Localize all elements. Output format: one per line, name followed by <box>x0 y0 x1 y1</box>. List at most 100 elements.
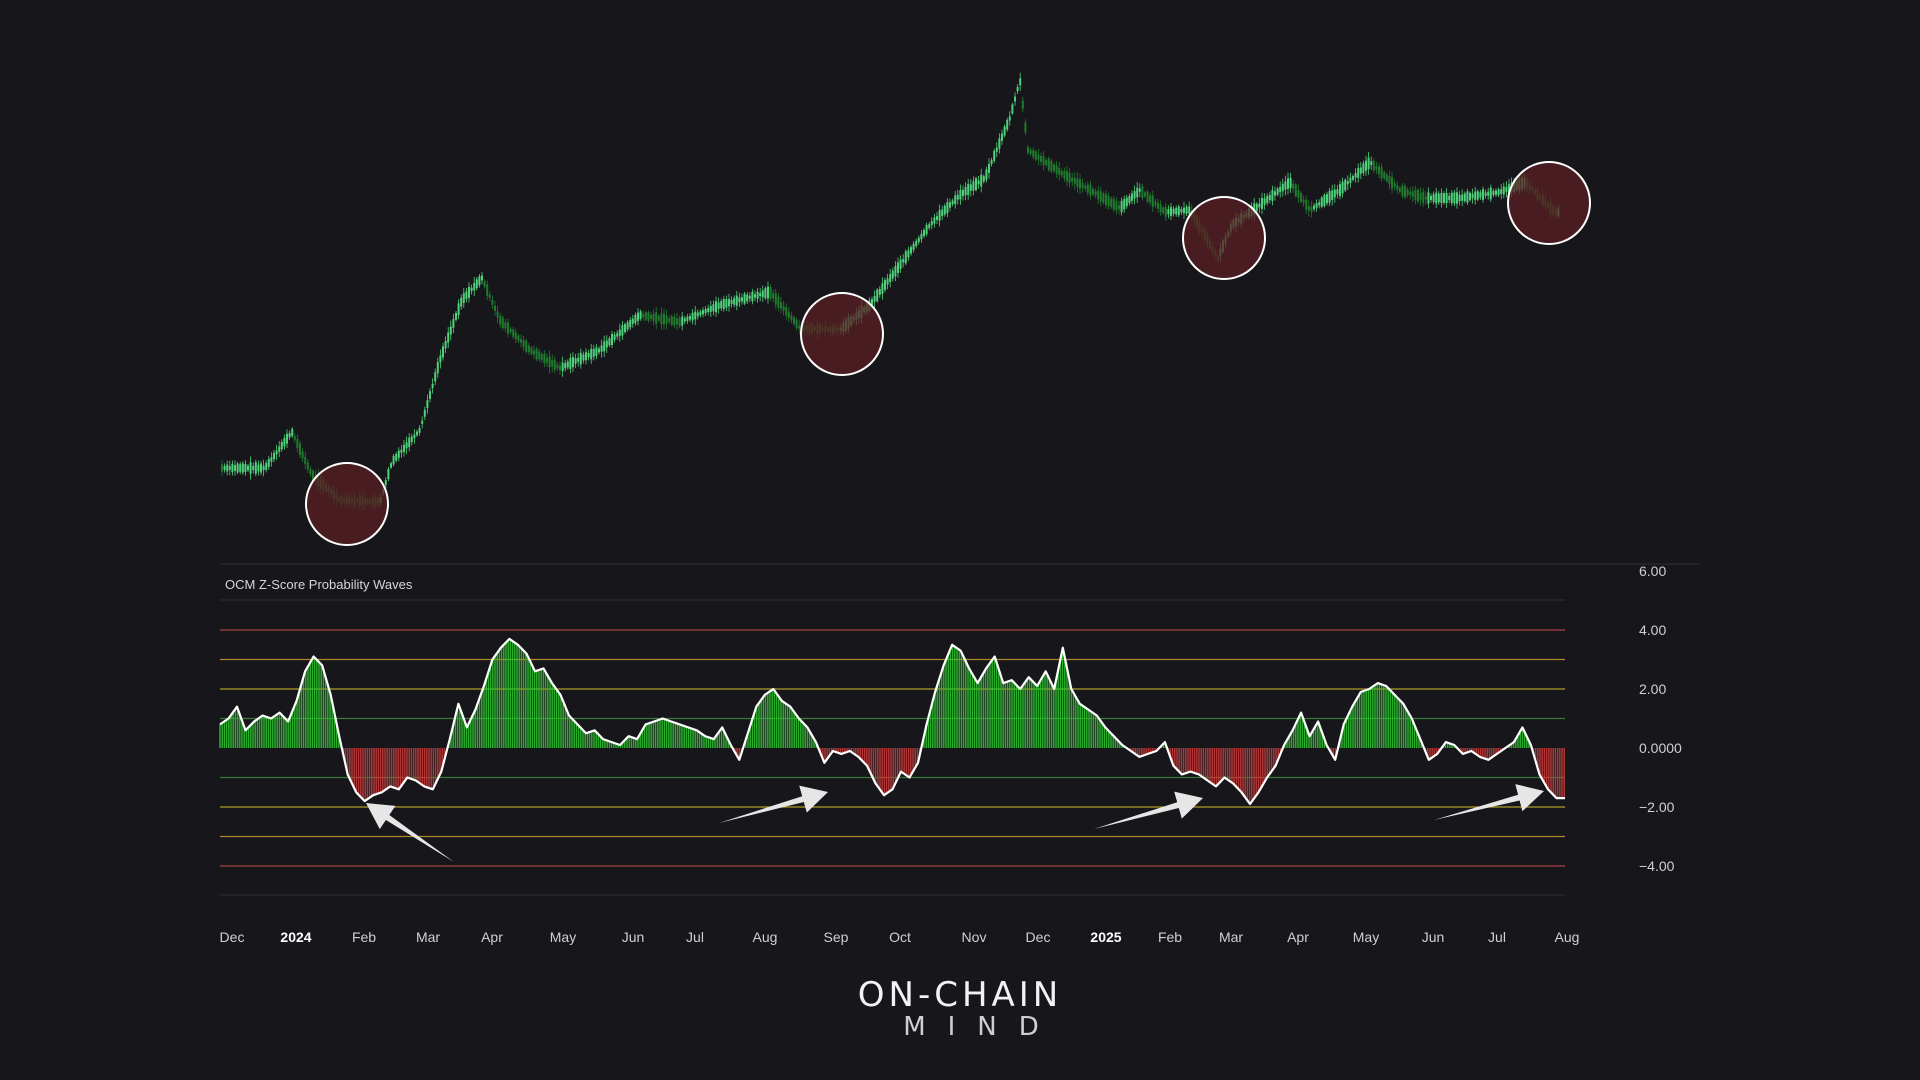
brand-logo-top: ON-CHAIN <box>857 975 1063 1015</box>
candle-body <box>577 357 580 362</box>
candle-body <box>949 202 951 208</box>
candle-body <box>642 314 645 318</box>
candle-body <box>1068 172 1071 183</box>
candle-body <box>1469 192 1471 201</box>
candle-body <box>1318 202 1321 206</box>
candle-body <box>431 383 434 388</box>
candle-body <box>694 311 697 320</box>
candle-body <box>1305 199 1308 210</box>
candle-body <box>1185 206 1188 214</box>
candle-body <box>954 195 957 205</box>
candle-body <box>566 361 569 368</box>
candle-body <box>1422 191 1425 204</box>
candle-body <box>306 462 309 470</box>
candle-body <box>413 434 416 439</box>
candle-body <box>759 292 762 297</box>
candle-body <box>590 348 593 360</box>
candle-body <box>1357 168 1360 178</box>
candle-body <box>1461 194 1464 201</box>
candle-body <box>280 441 283 450</box>
candle-body <box>1482 189 1484 200</box>
candle-body <box>923 229 925 237</box>
candle-body <box>624 324 626 333</box>
candle-body <box>647 312 650 321</box>
candle-body <box>1164 206 1167 217</box>
candle-body <box>473 282 476 291</box>
candle-body <box>1417 189 1419 202</box>
candle-body <box>878 289 881 295</box>
candle-body <box>1261 198 1263 209</box>
candle-body <box>512 329 515 337</box>
candle-body <box>969 184 972 191</box>
candle-body <box>309 468 312 475</box>
candle-body <box>244 463 247 473</box>
candle-body <box>241 463 244 473</box>
candle-body <box>1302 199 1305 203</box>
candle-body <box>1014 96 1016 102</box>
candle-body <box>556 364 559 369</box>
candle-body <box>925 224 928 235</box>
candle-body <box>231 463 234 473</box>
candle-body <box>1131 193 1133 201</box>
candle-body <box>1172 208 1175 214</box>
candle-body <box>293 436 296 440</box>
candle-body <box>1105 194 1107 205</box>
candle-body <box>1401 185 1404 196</box>
candle-body <box>517 335 520 342</box>
candle-body <box>873 295 876 302</box>
candle-body <box>254 462 257 474</box>
candle-body <box>897 262 899 273</box>
candle-body <box>1508 184 1510 193</box>
candle-body <box>707 308 710 312</box>
x-tick-label: Sep <box>824 929 849 945</box>
candle-body <box>273 452 275 460</box>
candle-body <box>785 307 788 316</box>
candle-body <box>416 431 418 436</box>
candle-body <box>1430 195 1432 201</box>
candle-body <box>249 462 252 474</box>
candle-body <box>1149 195 1152 203</box>
annotation-arrow <box>366 803 454 862</box>
x-axis-ticks: Dec 2024 Feb Mar Apr May Jun Jul Aug Sep Oct Nov Dec… <box>220 929 1580 945</box>
highlight-marker <box>1507 161 1591 245</box>
candle-body <box>741 297 743 302</box>
candle-body <box>1409 191 1412 195</box>
annotation-arrow <box>1434 784 1544 820</box>
candle-body <box>1313 205 1315 210</box>
candle-body <box>1487 191 1490 196</box>
candle-body <box>1154 201 1157 206</box>
x-tick-label: 2025 <box>1090 929 1121 945</box>
candle-body <box>1367 157 1370 169</box>
candle-body <box>702 310 704 315</box>
candle-body <box>657 316 660 321</box>
candle-body <box>221 464 223 472</box>
candle-body <box>678 317 681 327</box>
candle-body <box>496 311 499 318</box>
candle-body <box>904 251 907 264</box>
candle-body <box>941 209 944 217</box>
candle-body <box>733 297 736 305</box>
candle-body <box>902 259 905 263</box>
candle-body <box>660 313 663 325</box>
candle-body <box>1354 173 1357 178</box>
candle-body <box>907 250 910 258</box>
x-tick-label: Jun <box>622 929 645 945</box>
candle-body <box>915 240 918 246</box>
candle-body <box>650 315 652 319</box>
candle-body <box>514 332 517 340</box>
candle-body <box>494 305 496 311</box>
candle-body <box>265 462 268 470</box>
candle-body <box>605 340 608 348</box>
candle-body <box>1084 185 1087 189</box>
candle-body <box>457 303 460 316</box>
brand-logo-bottom: MIND <box>903 1012 1061 1042</box>
candle-body <box>540 354 543 361</box>
candle-body <box>964 187 967 196</box>
candle-body <box>1326 194 1328 204</box>
candle-body <box>543 353 546 364</box>
candle-body <box>889 274 892 283</box>
candle-body <box>301 451 304 459</box>
x-tick-label: 2024 <box>280 929 311 945</box>
y-tick-label: 6.00 <box>1639 563 1666 579</box>
candle-body <box>1352 175 1354 180</box>
